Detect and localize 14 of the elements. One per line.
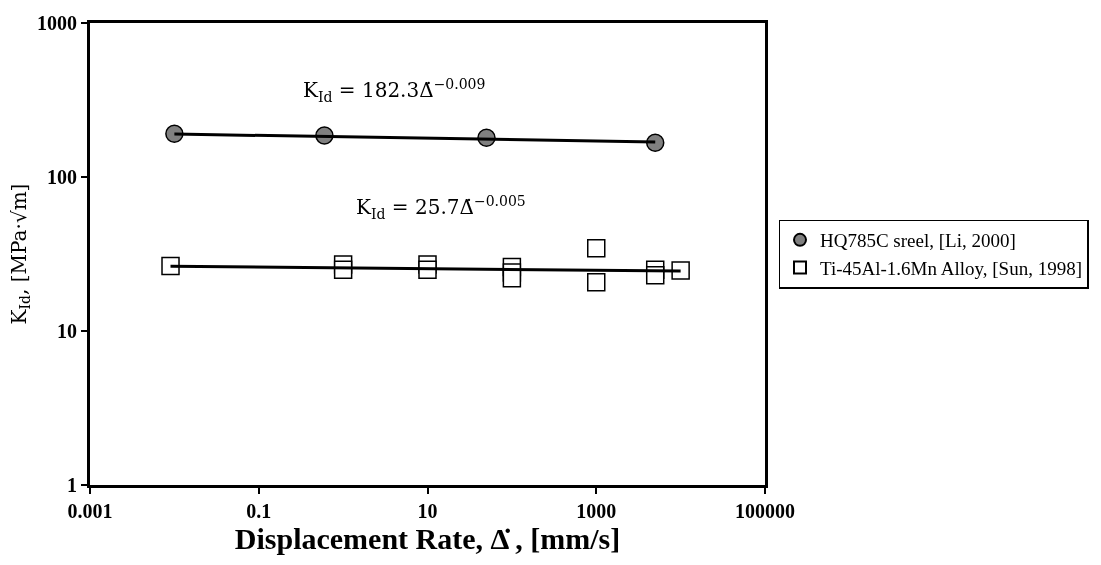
annotation: K$_{Id}$ = 25.7Δ̇$^{−0.005}$ <box>356 193 526 222</box>
x-tick-label: 0.001 <box>67 500 113 522</box>
legend-label: HQ785C sreel, [Li, 2000] <box>820 230 1016 252</box>
x-tick-label: 10 <box>417 500 438 522</box>
annotation: K$_{Id}$ = 182.3Δ̇$^{−0.009}$ <box>303 76 486 105</box>
y-tick-label: 100 <box>47 166 77 188</box>
x-tick-label: 100000 <box>735 500 795 522</box>
y-tick-label: 10 <box>57 320 77 342</box>
legend-label: Ti-45Al-1.6Mn Alloy, [Sun, 1998] <box>820 257 1082 279</box>
y-tick-label: 1000 <box>37 12 77 34</box>
x-tick-label: 1000 <box>576 500 617 522</box>
x-tick-label: 0.1 <box>246 500 272 522</box>
y-tick-label: 1 <box>67 474 77 496</box>
x-axis-title: Displacement Rate, Δ̇ , [mm/s] <box>234 522 621 555</box>
